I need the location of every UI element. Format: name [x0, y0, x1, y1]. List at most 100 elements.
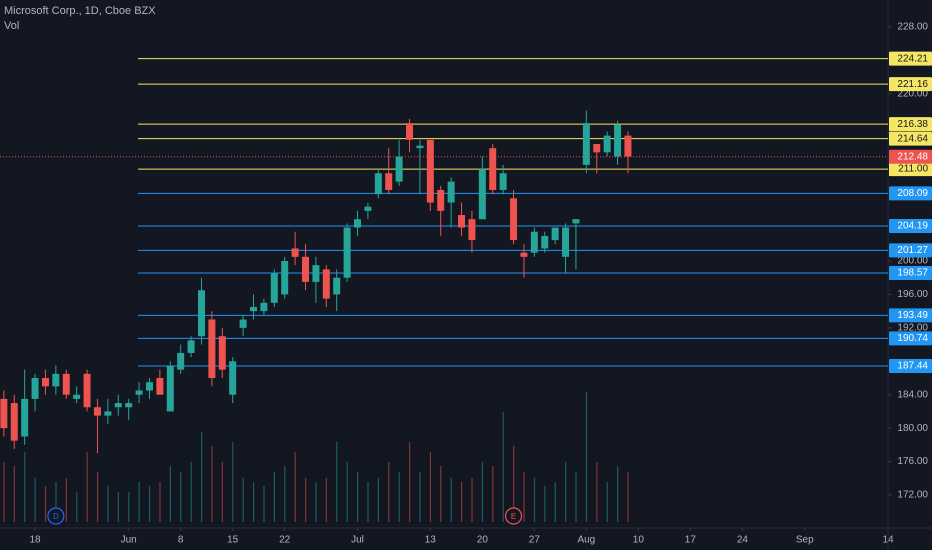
- event-marker: [504, 507, 523, 525]
- volume-bar: [357, 472, 359, 522]
- volume-bar: [461, 482, 463, 522]
- volume-bar: [252, 482, 255, 522]
- x-tick-label: Aug: [577, 535, 595, 546]
- volume-bar: [617, 466, 619, 522]
- volume-bar: [284, 466, 286, 522]
- candle-body: [239, 319, 247, 328]
- level-tag: [889, 331, 932, 346]
- volume-bar: [450, 478, 452, 522]
- x-tick-label: Jun: [121, 535, 137, 546]
- level-tag: [889, 358, 932, 373]
- candle-body: [312, 265, 320, 282]
- candle-body: [21, 398, 29, 437]
- candle-body: [593, 144, 601, 153]
- x-tick-label: Jul: [351, 535, 364, 546]
- volume-bar: [117, 492, 119, 522]
- level-label: 211.00: [898, 164, 928, 175]
- candle-body: [104, 411, 112, 416]
- candle-body: [572, 219, 580, 224]
- level-label: 216.38: [897, 119, 928, 130]
- volume-bar: [159, 482, 161, 522]
- level-label: 221.16: [897, 79, 928, 90]
- candle-body: [343, 227, 351, 278]
- candle-body: [73, 394, 81, 399]
- level-label: 204.19: [897, 221, 928, 232]
- level-label: 193.49: [897, 310, 928, 321]
- volume-bar: [377, 478, 380, 522]
- candle-body: [614, 124, 622, 157]
- candle-body: [447, 181, 455, 203]
- candle-body: [249, 306, 257, 312]
- candle-body: [260, 302, 268, 312]
- y-tick-label: 220.00: [897, 88, 928, 99]
- level-tag: [889, 162, 932, 177]
- volume-bar: [107, 486, 109, 522]
- volume-bar: [232, 442, 234, 522]
- volume-bar: [346, 462, 348, 522]
- y-tick-label: 200.00: [897, 256, 928, 267]
- volume-bar: [169, 466, 171, 522]
- candle-body: [406, 123, 414, 140]
- volume-bar: [55, 482, 57, 522]
- level-tag: [889, 243, 932, 258]
- candle-body: [145, 382, 153, 391]
- volume-bar: [13, 466, 15, 522]
- volume-bar: [305, 478, 307, 522]
- candle-body: [218, 336, 226, 370]
- volume-bar: [211, 446, 213, 522]
- level-tag: [889, 51, 932, 66]
- candle-body: [395, 156, 403, 182]
- candle-body: [551, 227, 559, 241]
- volume-bar: [34, 478, 36, 522]
- candle-body: [510, 198, 518, 241]
- volume-bar: [544, 486, 546, 522]
- candle-body: [603, 135, 611, 153]
- x-tick-label: 17: [685, 535, 697, 546]
- candle-body: [83, 373, 91, 408]
- volume-bar: [3, 462, 5, 522]
- candle-body: [166, 365, 174, 412]
- last-price-label: 212.48: [897, 151, 928, 162]
- volume-bar: [180, 472, 182, 522]
- volume-bar: [565, 462, 567, 522]
- candle-body: [156, 378, 164, 395]
- candle-body: [582, 123, 590, 165]
- candle-body: [270, 273, 278, 303]
- candle-body: [374, 173, 382, 195]
- candle-body: [208, 319, 216, 378]
- level-tag: [889, 117, 932, 132]
- x-tick-label: 27: [529, 535, 541, 546]
- y-tick-label: 228.00: [897, 22, 928, 33]
- candle-body: [458, 215, 466, 228]
- volume-bar: [627, 472, 629, 522]
- candle-body: [229, 361, 237, 395]
- volume-bar: [76, 492, 78, 522]
- volume-bar: [138, 482, 140, 522]
- level-label: 198.57: [897, 268, 928, 279]
- candle-body: [333, 277, 341, 295]
- volume-bar: [492, 466, 494, 522]
- volume-bar: [200, 432, 203, 522]
- level-label: 190.74: [897, 333, 928, 344]
- x-tick-label: 13: [425, 535, 437, 546]
- volume-bar: [554, 482, 556, 522]
- candle-body: [354, 219, 362, 228]
- volume-bar: [273, 472, 275, 522]
- level-tag: [889, 265, 932, 280]
- volume-bar: [325, 478, 328, 522]
- level-tag: [889, 308, 932, 323]
- volume-bar: [336, 442, 338, 522]
- volume-bar: [606, 482, 608, 522]
- volume-bar: [315, 482, 317, 522]
- event-label: E: [511, 512, 516, 521]
- event-marker: [47, 507, 65, 525]
- volume-bar: [96, 472, 99, 522]
- candle-body: [302, 256, 310, 282]
- volume-bar: [263, 486, 265, 522]
- candle-body: [114, 403, 122, 408]
- volume-bar: [148, 486, 151, 522]
- y-tick-label: 184.00: [897, 389, 928, 400]
- volume-bar: [429, 452, 432, 522]
